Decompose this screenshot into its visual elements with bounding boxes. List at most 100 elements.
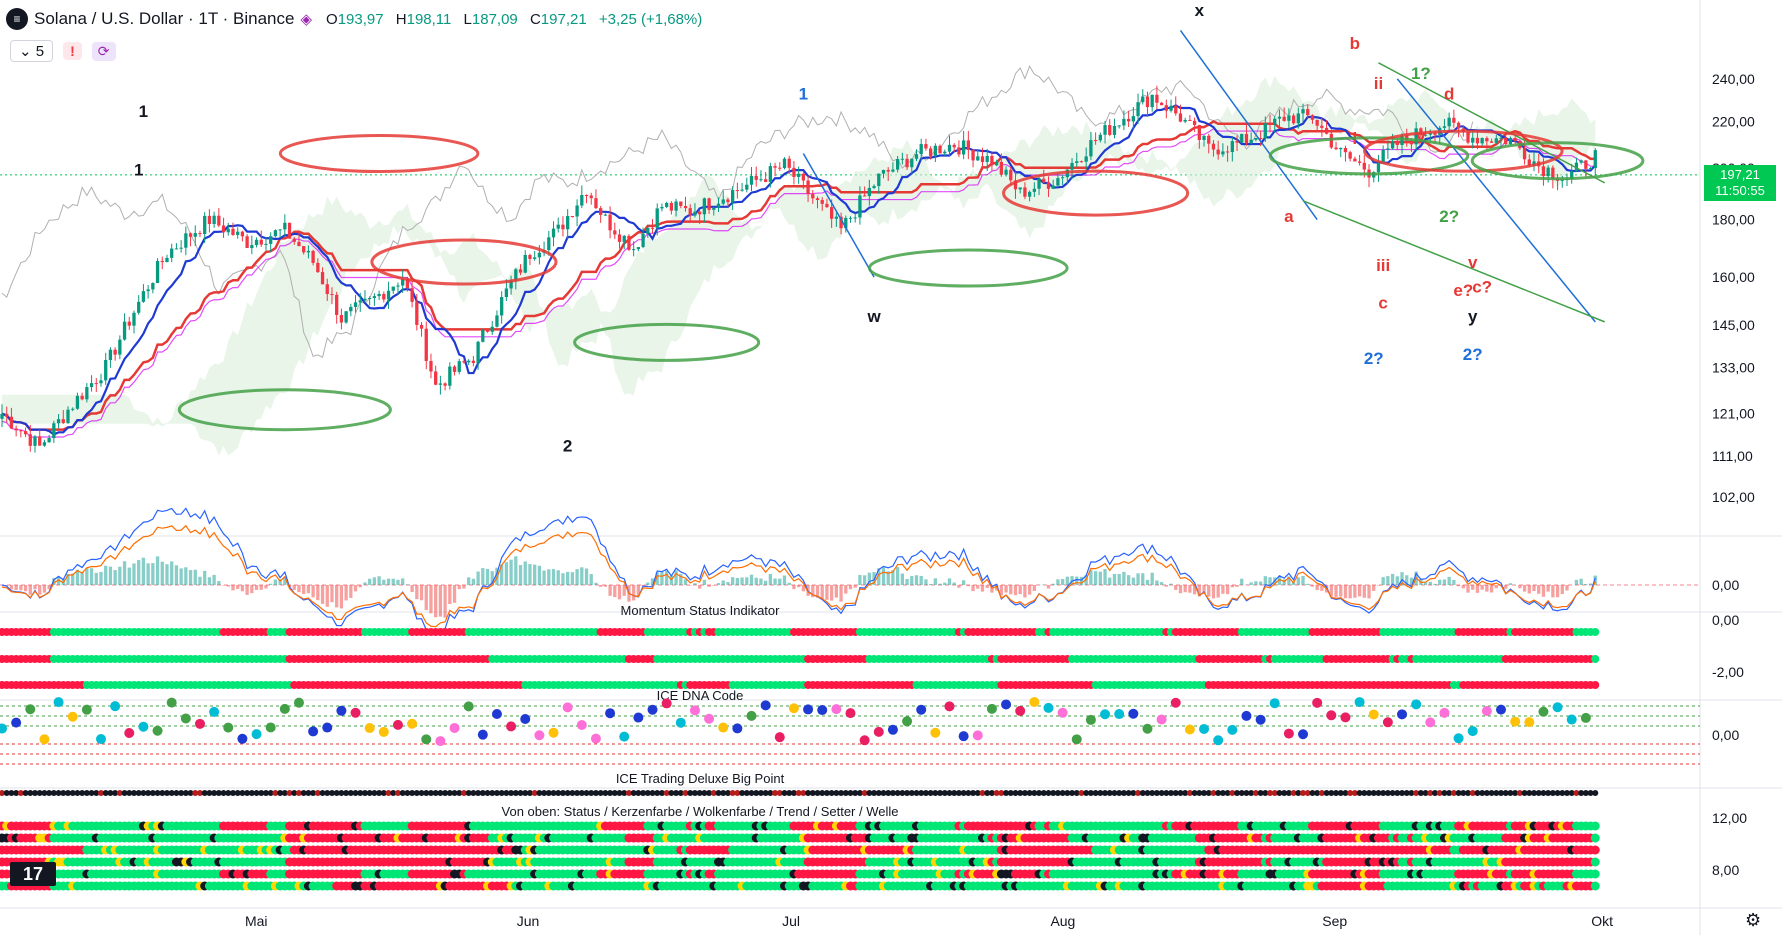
macd-histogram-bar bbox=[66, 573, 70, 585]
dna-dot bbox=[1114, 709, 1125, 720]
bigpoint-dot bbox=[512, 790, 519, 796]
macd-histogram-bar bbox=[528, 564, 532, 585]
visibility-icon[interactable]: ◈ bbox=[300, 11, 313, 28]
bigpoint-dot bbox=[0, 790, 5, 796]
candle-body bbox=[1042, 178, 1046, 183]
dna-dot bbox=[1085, 714, 1096, 725]
macd-histogram-bar bbox=[1183, 585, 1187, 593]
bigpoint-dot bbox=[743, 790, 750, 796]
candle-body bbox=[518, 269, 523, 273]
candle bbox=[434, 365, 438, 386]
bigpoint-dot bbox=[1380, 790, 1387, 796]
price-tick-label: 145,00 bbox=[1712, 317, 1755, 333]
candle-body bbox=[1230, 141, 1234, 153]
macd-histogram-bar bbox=[434, 585, 438, 618]
candle-body bbox=[1320, 125, 1324, 128]
wave-label: c bbox=[1378, 294, 1387, 313]
candle-body bbox=[1084, 156, 1088, 162]
bigpoint-dot bbox=[762, 790, 769, 796]
bigpoint-dot bbox=[1554, 790, 1561, 796]
macd-histogram-bar bbox=[886, 571, 890, 585]
dna-dot bbox=[845, 708, 856, 719]
bigpoint-dot bbox=[1342, 790, 1349, 796]
bigpoint-dot bbox=[847, 790, 854, 796]
bigpoint-dot bbox=[644, 790, 651, 796]
candle-body bbox=[1494, 138, 1498, 143]
bigpoint-dot bbox=[1351, 790, 1358, 796]
alert-icon[interactable]: ! bbox=[63, 42, 82, 60]
bigpoint-dot bbox=[79, 790, 86, 796]
candle bbox=[1225, 145, 1230, 162]
candle bbox=[80, 392, 84, 401]
bigpoint-dot bbox=[838, 790, 845, 796]
bigpoint-dot bbox=[1087, 790, 1094, 796]
symbol-title[interactable]: Solana / U.S. Dollar · 1T · Binance bbox=[34, 9, 295, 28]
macd-histogram-bar bbox=[1126, 575, 1131, 585]
indicator-count-button[interactable]: ⌄ 5 bbox=[10, 40, 54, 62]
bigpoint-dot bbox=[1564, 790, 1571, 796]
macd-histogram-bar bbox=[1320, 585, 1324, 591]
bigpoint-dot bbox=[616, 790, 623, 796]
candle bbox=[655, 203, 659, 236]
bigpoint-dot bbox=[13, 790, 20, 796]
macd-histogram-bar bbox=[137, 560, 141, 585]
candle bbox=[834, 212, 839, 227]
macd-histogram-bar bbox=[1056, 579, 1060, 585]
candle bbox=[118, 335, 122, 360]
candle-body bbox=[768, 166, 773, 182]
bigpoint-dot bbox=[253, 790, 260, 796]
candle bbox=[1112, 118, 1117, 139]
bigpoint-dot bbox=[1394, 790, 1401, 796]
candle bbox=[5, 406, 9, 423]
wave-label: a bbox=[1284, 207, 1294, 226]
candle bbox=[1207, 133, 1211, 154]
macd-histogram-bar bbox=[306, 585, 311, 594]
candle bbox=[632, 241, 636, 257]
dna-dot bbox=[873, 726, 884, 737]
macd-histogram-bar bbox=[825, 585, 829, 600]
bigpoint-dot bbox=[569, 790, 576, 796]
macd-histogram-bar bbox=[877, 568, 881, 585]
bigpoint-dot bbox=[1229, 790, 1236, 796]
refresh-icon[interactable]: ⟳ bbox=[91, 41, 116, 61]
bigpoint-dot bbox=[526, 790, 533, 796]
bigpoint-dot bbox=[607, 790, 614, 796]
candle-body bbox=[316, 262, 320, 273]
candle bbox=[928, 146, 933, 160]
macd-histogram-bar bbox=[1494, 585, 1498, 589]
indicator-toolbar: ⌄ 5 ! ⟳ bbox=[10, 40, 116, 62]
candle-body bbox=[980, 156, 985, 162]
bigpoint-dot bbox=[1516, 790, 1523, 796]
dna-dot bbox=[407, 718, 418, 729]
macd-histogram-bar bbox=[660, 571, 664, 585]
macd-histogram-bar bbox=[132, 563, 136, 585]
candle bbox=[1197, 124, 1201, 149]
settings-gear-icon[interactable]: ⚙ bbox=[1745, 910, 1762, 930]
bigpoint-dot bbox=[22, 790, 29, 796]
macd-histogram-bar bbox=[1565, 585, 1569, 591]
candle-body bbox=[330, 294, 334, 296]
macd-histogram-bar bbox=[698, 585, 702, 589]
bigpoint-dot bbox=[1441, 790, 1448, 796]
candle bbox=[485, 328, 490, 333]
candle bbox=[1588, 166, 1593, 170]
candle bbox=[287, 222, 292, 239]
macd-histogram-bar bbox=[179, 568, 183, 585]
status-row-dot bbox=[1590, 881, 1600, 891]
dna-dot bbox=[605, 708, 616, 719]
bigpoint-dot bbox=[1158, 790, 1165, 796]
candle-body bbox=[306, 250, 311, 253]
kijun-line bbox=[1, 119, 1596, 431]
bigpoint-dot bbox=[1356, 790, 1363, 796]
bigpoint-dot bbox=[899, 790, 906, 796]
candle bbox=[971, 148, 975, 168]
candle bbox=[1310, 114, 1315, 124]
candle bbox=[1254, 137, 1258, 142]
candle bbox=[377, 290, 381, 300]
macd-histogram-bar bbox=[146, 563, 150, 585]
bigpoint-dot bbox=[951, 790, 958, 796]
bigpoint-dot bbox=[1257, 790, 1264, 796]
candle-body bbox=[372, 296, 377, 298]
candle bbox=[108, 347, 113, 368]
